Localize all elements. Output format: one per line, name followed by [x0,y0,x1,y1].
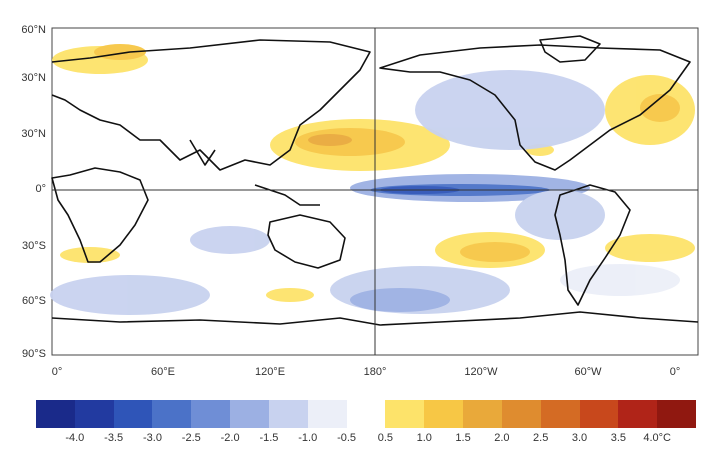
lon-label: 120°W [464,366,498,378]
colorbar-tick-label: 3.5 [610,432,626,444]
lat-label: 90°S [22,348,46,360]
colorbar-swatch [501,400,541,428]
colorbar-tick-label: 1.0 [416,432,432,444]
colorbar-tick-label: -1.5 [259,432,279,444]
colorbar-swatch [385,400,425,428]
lat-label: 30°N [21,128,46,140]
colorbar-tick-label: 1.5 [455,432,471,444]
colorbar-swatch [657,400,697,428]
lon-label: 0° [669,366,681,378]
colorbar-tick-label: 4.0°C [643,432,671,444]
colorbar [36,400,697,428]
colorbar-swatch [307,400,347,428]
lat-label: 60°S [22,295,46,307]
lon-label: 60°W [574,366,602,378]
colorbar-tick-label: 3.0 [571,432,588,444]
colorbar-tick-label: -0.5 [337,432,357,444]
colorbar-tick-label: -4.0 [65,432,85,444]
colorbar-tick-label: -3.0 [142,432,162,444]
continent-outlines [51,35,699,326]
colorbar-swatch [424,400,464,428]
colorbar-tick-label: 2.0 [494,432,510,444]
lon-label: 120°E [254,366,286,378]
colorbar-swatch [579,400,619,428]
lon-label: 0° [51,366,63,378]
lat-label: 30°N [21,72,46,84]
lon-label: 60°E [151,366,175,378]
colorbar-swatch [618,400,658,428]
colorbar-tick-label: -2.0 [220,432,240,444]
lon-label: 180° [363,366,387,378]
colorbar-swatch [152,400,192,428]
colorbar-swatch [268,400,308,428]
warm-anomaly-regions [52,44,695,302]
lat-label: 0° [35,183,46,195]
colorbar-swatch [113,400,153,428]
colorbar-swatch [36,400,75,428]
colorbar-swatch [540,400,580,428]
colorbar-swatch [346,400,386,428]
colorbar-swatch [191,400,231,428]
colorbar-tick-label: -2.5 [181,432,201,444]
colorbar-tick-label: 2.5 [533,432,549,444]
sst-anomaly-map [50,27,699,356]
colorbar-swatch [230,400,269,428]
colorbar-labels: -4.0 -3.5 -3.0 -2.5 -2.0 -1.5 -1.0 -0.5 0.5 1.0 1.… [36,432,696,448]
colorbar-tick-label: 0.5 [377,432,394,444]
colorbar-swatch [74,400,114,428]
colorbar-swatch [463,400,502,428]
lat-label: 60°N [21,24,46,36]
lat-label: 30°S [22,240,46,252]
colorbar-tick-label: -1.0 [298,432,318,444]
colorbar-tick-label: -3.5 [104,432,124,444]
